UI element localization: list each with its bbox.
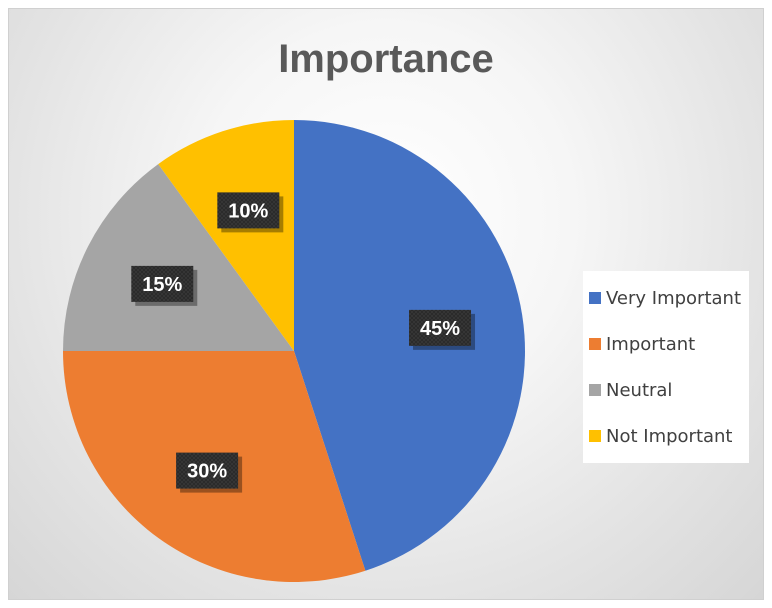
legend-label: Not Important [606,425,733,447]
legend-swatch [589,292,601,304]
svg-text:45%: 45% [420,318,460,340]
pie-data-labels: 45% 30% 15% 10% [131,192,476,493]
legend-item-very-important: Very Important [589,275,741,321]
legend-swatch [589,430,601,442]
data-label-not-important: 10% [217,192,284,233]
legend-swatch [589,338,601,350]
chart-area: Importance 45% 30% 15% 10% Very Important Im… [8,8,764,600]
legend-item-not-important: Not Important [589,413,741,459]
chart-title: Importance [278,37,494,81]
chart-legend: Very Important Important Neutral Not Import… [583,271,749,463]
legend-label: Important [606,333,696,355]
pie-chart: 45% 30% 15% 10% [63,120,525,582]
svg-text:10%: 10% [228,200,268,222]
legend-swatch [589,384,601,396]
svg-text:30%: 30% [187,461,227,483]
legend-item-neutral: Neutral [589,367,741,413]
legend-item-important: Important [589,321,741,367]
data-label-very-important: 45% [409,309,476,350]
pie-slice-not-important [158,120,294,351]
data-label-neutral: 15% [131,265,198,306]
data-label-important: 30% [176,452,243,493]
svg-text:15%: 15% [142,274,182,296]
pie-slices [63,120,525,582]
pie-slice-neutral [63,164,294,351]
legend-label: Neutral [606,379,673,401]
legend-label: Very Important [606,287,741,309]
